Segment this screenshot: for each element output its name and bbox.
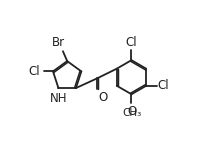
Text: Br: Br <box>52 36 65 49</box>
Text: Cl: Cl <box>126 36 137 49</box>
Text: CH₃: CH₃ <box>122 108 141 118</box>
Text: Cl: Cl <box>158 79 169 92</box>
Text: Cl: Cl <box>28 65 40 78</box>
Text: O: O <box>98 92 108 104</box>
Text: O: O <box>127 105 136 118</box>
Text: NH: NH <box>50 92 68 105</box>
